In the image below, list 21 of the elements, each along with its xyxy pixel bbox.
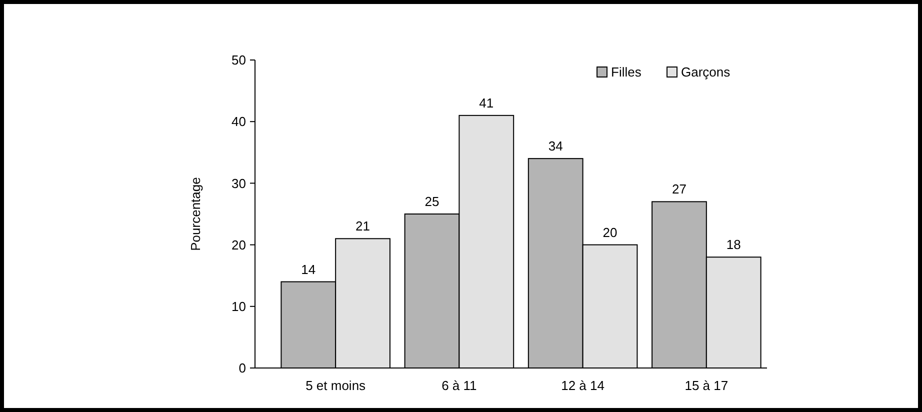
data-label: 41 <box>479 95 494 110</box>
x-tick-label: 12 à 14 <box>561 378 604 393</box>
y-tick-label: 10 <box>232 298 246 314</box>
y-tick-label: 0 <box>238 360 246 376</box>
x-tick-label: 5 et moins <box>306 378 366 393</box>
y-axis-title: Pourcentage <box>188 177 203 251</box>
legend-label: Filles <box>611 64 642 80</box>
data-label: 25 <box>424 194 440 209</box>
data-label: 27 <box>672 182 686 197</box>
y-tick-label: 20 <box>232 237 246 252</box>
x-tick-label: 15 à 17 <box>684 378 728 393</box>
y-tick-label: 30 <box>232 176 246 191</box>
data-label: 14 <box>301 262 316 277</box>
data-label: 34 <box>548 138 563 154</box>
data-label: 20 <box>602 224 618 240</box>
legend-label: Garçons <box>681 64 731 80</box>
x-tick-label: 6 à 11 <box>442 378 477 393</box>
y-tick-label: 50 <box>232 52 246 68</box>
data-label: 21 <box>356 218 370 234</box>
y-tick-label: 40 <box>232 114 246 130</box>
data-label: 18 <box>726 237 741 252</box>
